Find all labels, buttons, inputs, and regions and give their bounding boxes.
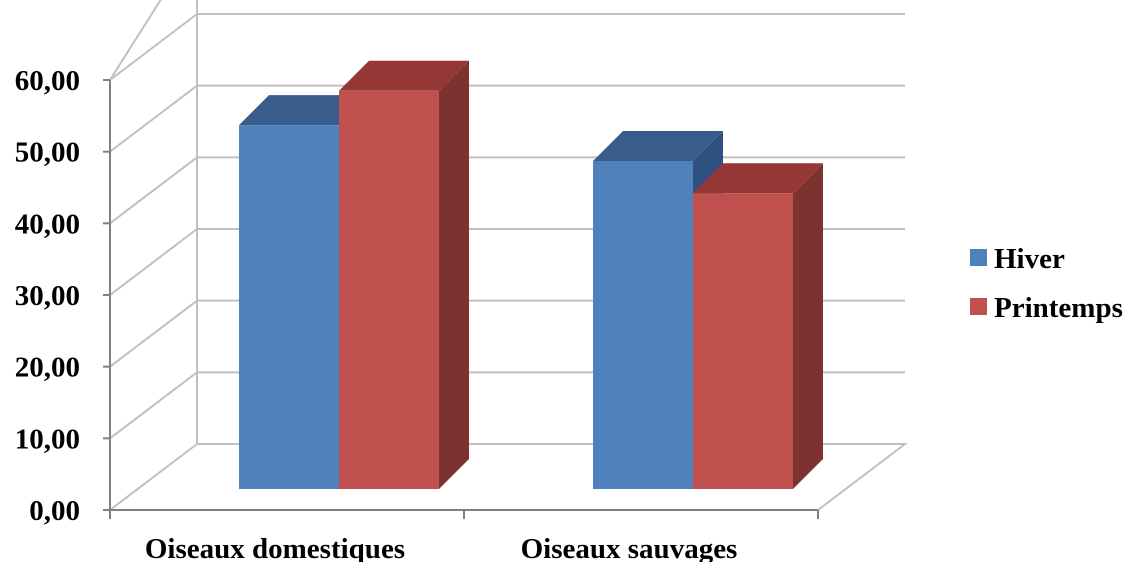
axes [103, 79, 819, 519]
bar-top [239, 95, 369, 126]
legend-swatch [970, 249, 987, 266]
bar-top [593, 131, 723, 162]
bar-side [793, 163, 823, 489]
category-label: Oiseaux domestiques [145, 533, 405, 562]
legend-swatch [970, 298, 987, 315]
bar-top [693, 163, 823, 194]
bar-side [439, 60, 469, 490]
bars [239, 60, 823, 490]
legend-item: Hiver [970, 243, 1065, 275]
gridline-diagonal [109, 0, 162, 81]
y-tick-labels: 0,00 10,00 20,00 30,00 40,00 50,00 60,00 [15, 65, 80, 527]
y-tick-label: 30,00 [15, 280, 80, 312]
category-labels: Oiseaux domestiques Oiseaux sauvages [145, 533, 737, 562]
bar [693, 163, 823, 489]
bar-front [239, 125, 339, 489]
legend-item: Printemps [970, 292, 1123, 324]
gridline-diagonal [109, 84, 198, 153]
bar-front [593, 161, 693, 489]
gridline-diagonal [109, 156, 198, 225]
legend-label: Hiver [994, 243, 1065, 275]
legend-label: Printemps [994, 292, 1123, 324]
gridline-diagonal [109, 299, 198, 368]
y-tick-label: 50,00 [15, 137, 80, 169]
bar-top [339, 60, 469, 91]
y-tick-label: 60,00 [15, 65, 80, 97]
bar [339, 60, 469, 490]
gridline-diagonal [109, 228, 198, 296]
bar-front [693, 193, 793, 489]
bar-front [339, 90, 439, 490]
y-tick-label: 0,00 [29, 495, 80, 527]
legend: Hiver Printemps [970, 243, 1123, 324]
y-tick-label: 20,00 [15, 352, 80, 384]
category-label: Oiseaux sauvages [521, 533, 738, 562]
y-tick-label: 10,00 [15, 423, 80, 455]
gridline-diagonal [109, 13, 198, 81]
gridline-diagonal [109, 371, 198, 440]
y-tick-label: 40,00 [15, 208, 80, 240]
